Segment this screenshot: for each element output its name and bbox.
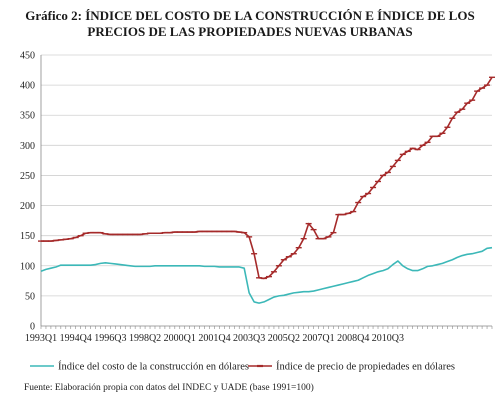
legend-item-2: Índice de precio de propiedades en dólar… xyxy=(248,361,455,373)
x-tick-label-2000Q1: 2000Q1 xyxy=(164,333,196,344)
series-line-2 xyxy=(41,76,493,280)
x-tick-label-2005Q2: 2005Q2 xyxy=(268,333,300,344)
y-tick-label-100: 100 xyxy=(20,261,35,272)
source-note: Fuente: Elaboración propia con datos del… xyxy=(24,383,314,393)
x-tick-label-2010Q3: 2010Q3 xyxy=(372,333,404,344)
y-tick-label-0: 0 xyxy=(30,322,35,333)
x-tick-label-2001Q4: 2001Q4 xyxy=(198,333,230,344)
x-tick-label-1994Q4: 1994Q4 xyxy=(60,333,92,344)
x-tick-label-1993Q1: 1993Q1 xyxy=(25,333,57,344)
series-markers-2 xyxy=(38,76,495,280)
y-tick-label-350: 350 xyxy=(20,111,35,122)
chart-title-line-1: Gráfico 2: ÍNDICE DEL COSTO DE LA CONSTR… xyxy=(25,8,475,23)
x-tick-label-2003Q3: 2003Q3 xyxy=(233,333,265,344)
legend-label-1: Índice del costo de la construcción en d… xyxy=(58,361,249,373)
x-tick-label-2007Q1: 2007Q1 xyxy=(302,333,334,344)
y-tick-label-250: 250 xyxy=(20,171,35,182)
y-tick-label-400: 400 xyxy=(20,81,35,92)
y-tick-label-200: 200 xyxy=(20,201,35,212)
legend-label-2: Índice de precio de propiedades en dólar… xyxy=(276,361,455,373)
y-tick-label-50: 50 xyxy=(25,291,35,302)
legend-item-1: Índice del costo de la construcción en d… xyxy=(30,361,249,373)
chart-title-line-2: PRECIOS DE LAS PROPIEDADES NUEVAS URBANA… xyxy=(87,24,413,39)
x-tick-label-1998Q2: 1998Q2 xyxy=(129,333,161,344)
y-tick-label-300: 300 xyxy=(20,141,35,152)
gridlines xyxy=(41,54,492,297)
y-tick-label-150: 150 xyxy=(20,231,35,242)
series-lines xyxy=(38,76,495,304)
x-tick-label-1996Q3: 1996Q3 xyxy=(94,333,126,344)
legend: Índice del costo de la construcción en d… xyxy=(30,361,455,373)
series-line-1 xyxy=(40,246,493,304)
y-tick-label-450: 450 xyxy=(20,51,35,62)
x-tick-label-2008Q4: 2008Q4 xyxy=(337,333,369,344)
